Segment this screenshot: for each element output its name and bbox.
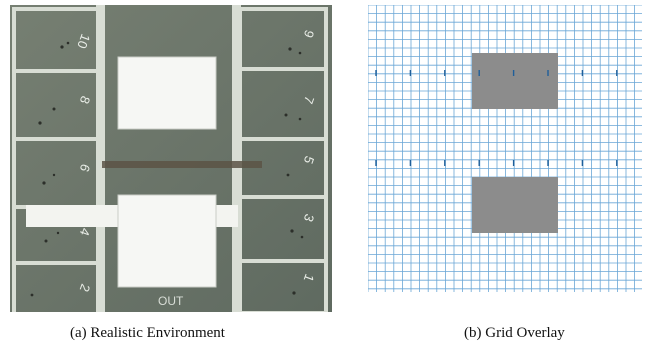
- lot-label: 5: [301, 154, 318, 166]
- grid-background: [368, 5, 642, 292]
- lot-label: 2: [77, 282, 94, 294]
- caption-grid-overlay: (b) Grid Overlay: [464, 325, 565, 341]
- lot-label: 9: [301, 28, 318, 40]
- lot-label: 7: [301, 94, 318, 106]
- grid-tick-marks: [375, 70, 618, 166]
- lot-label: 10: [74, 32, 93, 51]
- floor-marks: [30, 41, 304, 297]
- lot-label: 1: [301, 272, 318, 284]
- out-label: OUT: [158, 294, 184, 308]
- grid-lines: [368, 5, 642, 292]
- grid-obstacle-top: [472, 53, 558, 109]
- lane-line-left: [96, 5, 105, 312]
- floor-stripe: [102, 161, 262, 168]
- grid-obstacle-bottom: [472, 177, 558, 233]
- lot-label: 6: [77, 162, 94, 174]
- grid-overlay: [368, 5, 642, 292]
- lot-label: 3: [301, 212, 318, 224]
- obstacle-bottom: [117, 194, 217, 288]
- realistic-environment-photo: 10 8 6 4 2 9 7 5 3 1 OUT: [10, 5, 332, 312]
- caption-realistic-environment: (a) Realistic Environment: [70, 325, 225, 341]
- lot-label: 8: [77, 94, 94, 106]
- lane-line-right: [232, 5, 241, 312]
- obstacle-top: [117, 56, 217, 130]
- lot-label: 4: [77, 226, 94, 238]
